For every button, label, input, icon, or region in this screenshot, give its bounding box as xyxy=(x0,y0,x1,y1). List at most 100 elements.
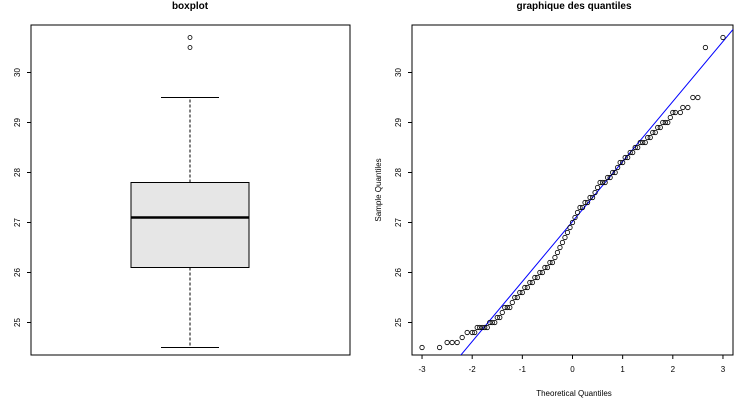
qq-point xyxy=(642,139,648,146)
qq-point xyxy=(537,269,543,276)
qq-point xyxy=(552,254,558,261)
qq-point xyxy=(622,154,628,161)
qq-point xyxy=(680,104,686,111)
qq-point xyxy=(645,134,651,141)
qq-point xyxy=(592,189,598,196)
qq-point xyxy=(542,264,548,271)
qq-point xyxy=(685,104,691,111)
qq-x-tick-label: 0 xyxy=(570,365,575,374)
qq-point xyxy=(502,304,508,311)
qq-x-tick-label: 3 xyxy=(721,365,726,374)
qq-point xyxy=(647,134,653,141)
qq-point xyxy=(562,234,568,241)
qq-point xyxy=(620,159,626,166)
qq-point xyxy=(617,159,623,166)
boxplot-y-tick-label: 28 xyxy=(13,168,22,177)
qq-point xyxy=(522,284,528,291)
qq-point xyxy=(464,329,470,336)
qq-point xyxy=(449,339,455,346)
qq-y-tick-label: 28 xyxy=(394,168,403,177)
qq-point xyxy=(672,109,678,116)
qq-point xyxy=(612,169,618,176)
qq-point xyxy=(584,199,591,206)
qq-point xyxy=(484,324,490,331)
qq-point xyxy=(589,194,596,201)
boxplot-marks xyxy=(130,35,250,348)
qq-y-tick-label: 27 xyxy=(394,218,403,227)
qq-reference-line xyxy=(460,29,733,355)
qq-point xyxy=(594,184,601,191)
qq-point xyxy=(469,329,475,336)
qq-point xyxy=(635,144,641,151)
qq-point xyxy=(702,44,709,51)
qq-point xyxy=(509,299,515,306)
qq-point xyxy=(599,179,606,186)
boxplot-title: boxplot xyxy=(172,1,209,12)
qq-title: graphique des quantiles xyxy=(516,1,631,12)
qq-point xyxy=(492,319,498,326)
qq-point xyxy=(472,329,478,336)
qq-point xyxy=(655,124,661,131)
qq-point xyxy=(640,139,646,146)
boxplot-y-tick-label: 29 xyxy=(13,118,22,127)
qq-point xyxy=(662,119,668,126)
boxplot-y-tick-label: 27 xyxy=(13,218,22,227)
qq-point xyxy=(695,94,701,101)
qq-x-tick-label: 2 xyxy=(671,365,676,374)
qq-y-ticks: 25 26 27 28 29 30 xyxy=(394,68,412,327)
qq-point xyxy=(559,239,566,246)
qq-point xyxy=(632,144,638,151)
boxplot-y-tick-label: 30 xyxy=(13,68,22,77)
qq-point xyxy=(534,274,540,281)
qq-point xyxy=(487,319,493,326)
qq-x-tick-label: -2 xyxy=(469,365,477,374)
qq-point xyxy=(574,209,581,216)
qq-point xyxy=(532,274,538,281)
qq-point xyxy=(579,204,586,211)
qq-point xyxy=(665,119,671,126)
qq-point xyxy=(512,294,518,301)
qq-point xyxy=(547,259,553,266)
qq-point xyxy=(519,289,525,296)
qq-point xyxy=(444,339,450,346)
qq-point xyxy=(602,179,608,186)
qq-point xyxy=(479,324,485,331)
qq-point xyxy=(567,224,573,231)
qq-point xyxy=(587,194,593,201)
qq-point xyxy=(630,149,636,156)
qq-point xyxy=(514,294,520,301)
qq-point xyxy=(605,174,611,181)
qq-point xyxy=(650,129,656,136)
qq-point xyxy=(720,34,726,41)
qq-point xyxy=(657,124,663,131)
qq-point xyxy=(637,139,643,146)
qq-point xyxy=(477,324,483,331)
qq-point xyxy=(582,199,588,206)
qq-point xyxy=(549,259,556,266)
qq-point xyxy=(524,284,530,291)
qq-point xyxy=(504,304,510,311)
qq-reference-line-group xyxy=(460,29,733,355)
qq-point xyxy=(494,314,500,321)
qq-point xyxy=(474,324,480,331)
outlier-point xyxy=(187,45,193,50)
qq-y-tick-label: 26 xyxy=(394,268,403,277)
qq-point xyxy=(497,314,503,321)
qq-y-tick-label: 30 xyxy=(394,68,403,77)
interquartile-box xyxy=(130,182,250,268)
qq-point xyxy=(499,309,505,316)
qq-point xyxy=(436,344,443,351)
qq-point xyxy=(507,304,513,311)
qq-point xyxy=(544,264,551,271)
qq-point xyxy=(529,279,535,286)
boxplot-y-ticks: 25 26 27 28 29 30 xyxy=(13,68,31,327)
qq-point xyxy=(539,269,546,276)
qq-point xyxy=(577,204,583,211)
qq-point xyxy=(652,129,658,136)
qq-point xyxy=(564,229,571,236)
qq-point xyxy=(667,114,673,121)
qq-point xyxy=(670,109,676,116)
qq-x-ticks: -3 -2 -1 0 1 2 3 xyxy=(418,355,726,374)
qq-y-tick-label: 25 xyxy=(394,318,403,327)
qq-point xyxy=(627,149,633,156)
